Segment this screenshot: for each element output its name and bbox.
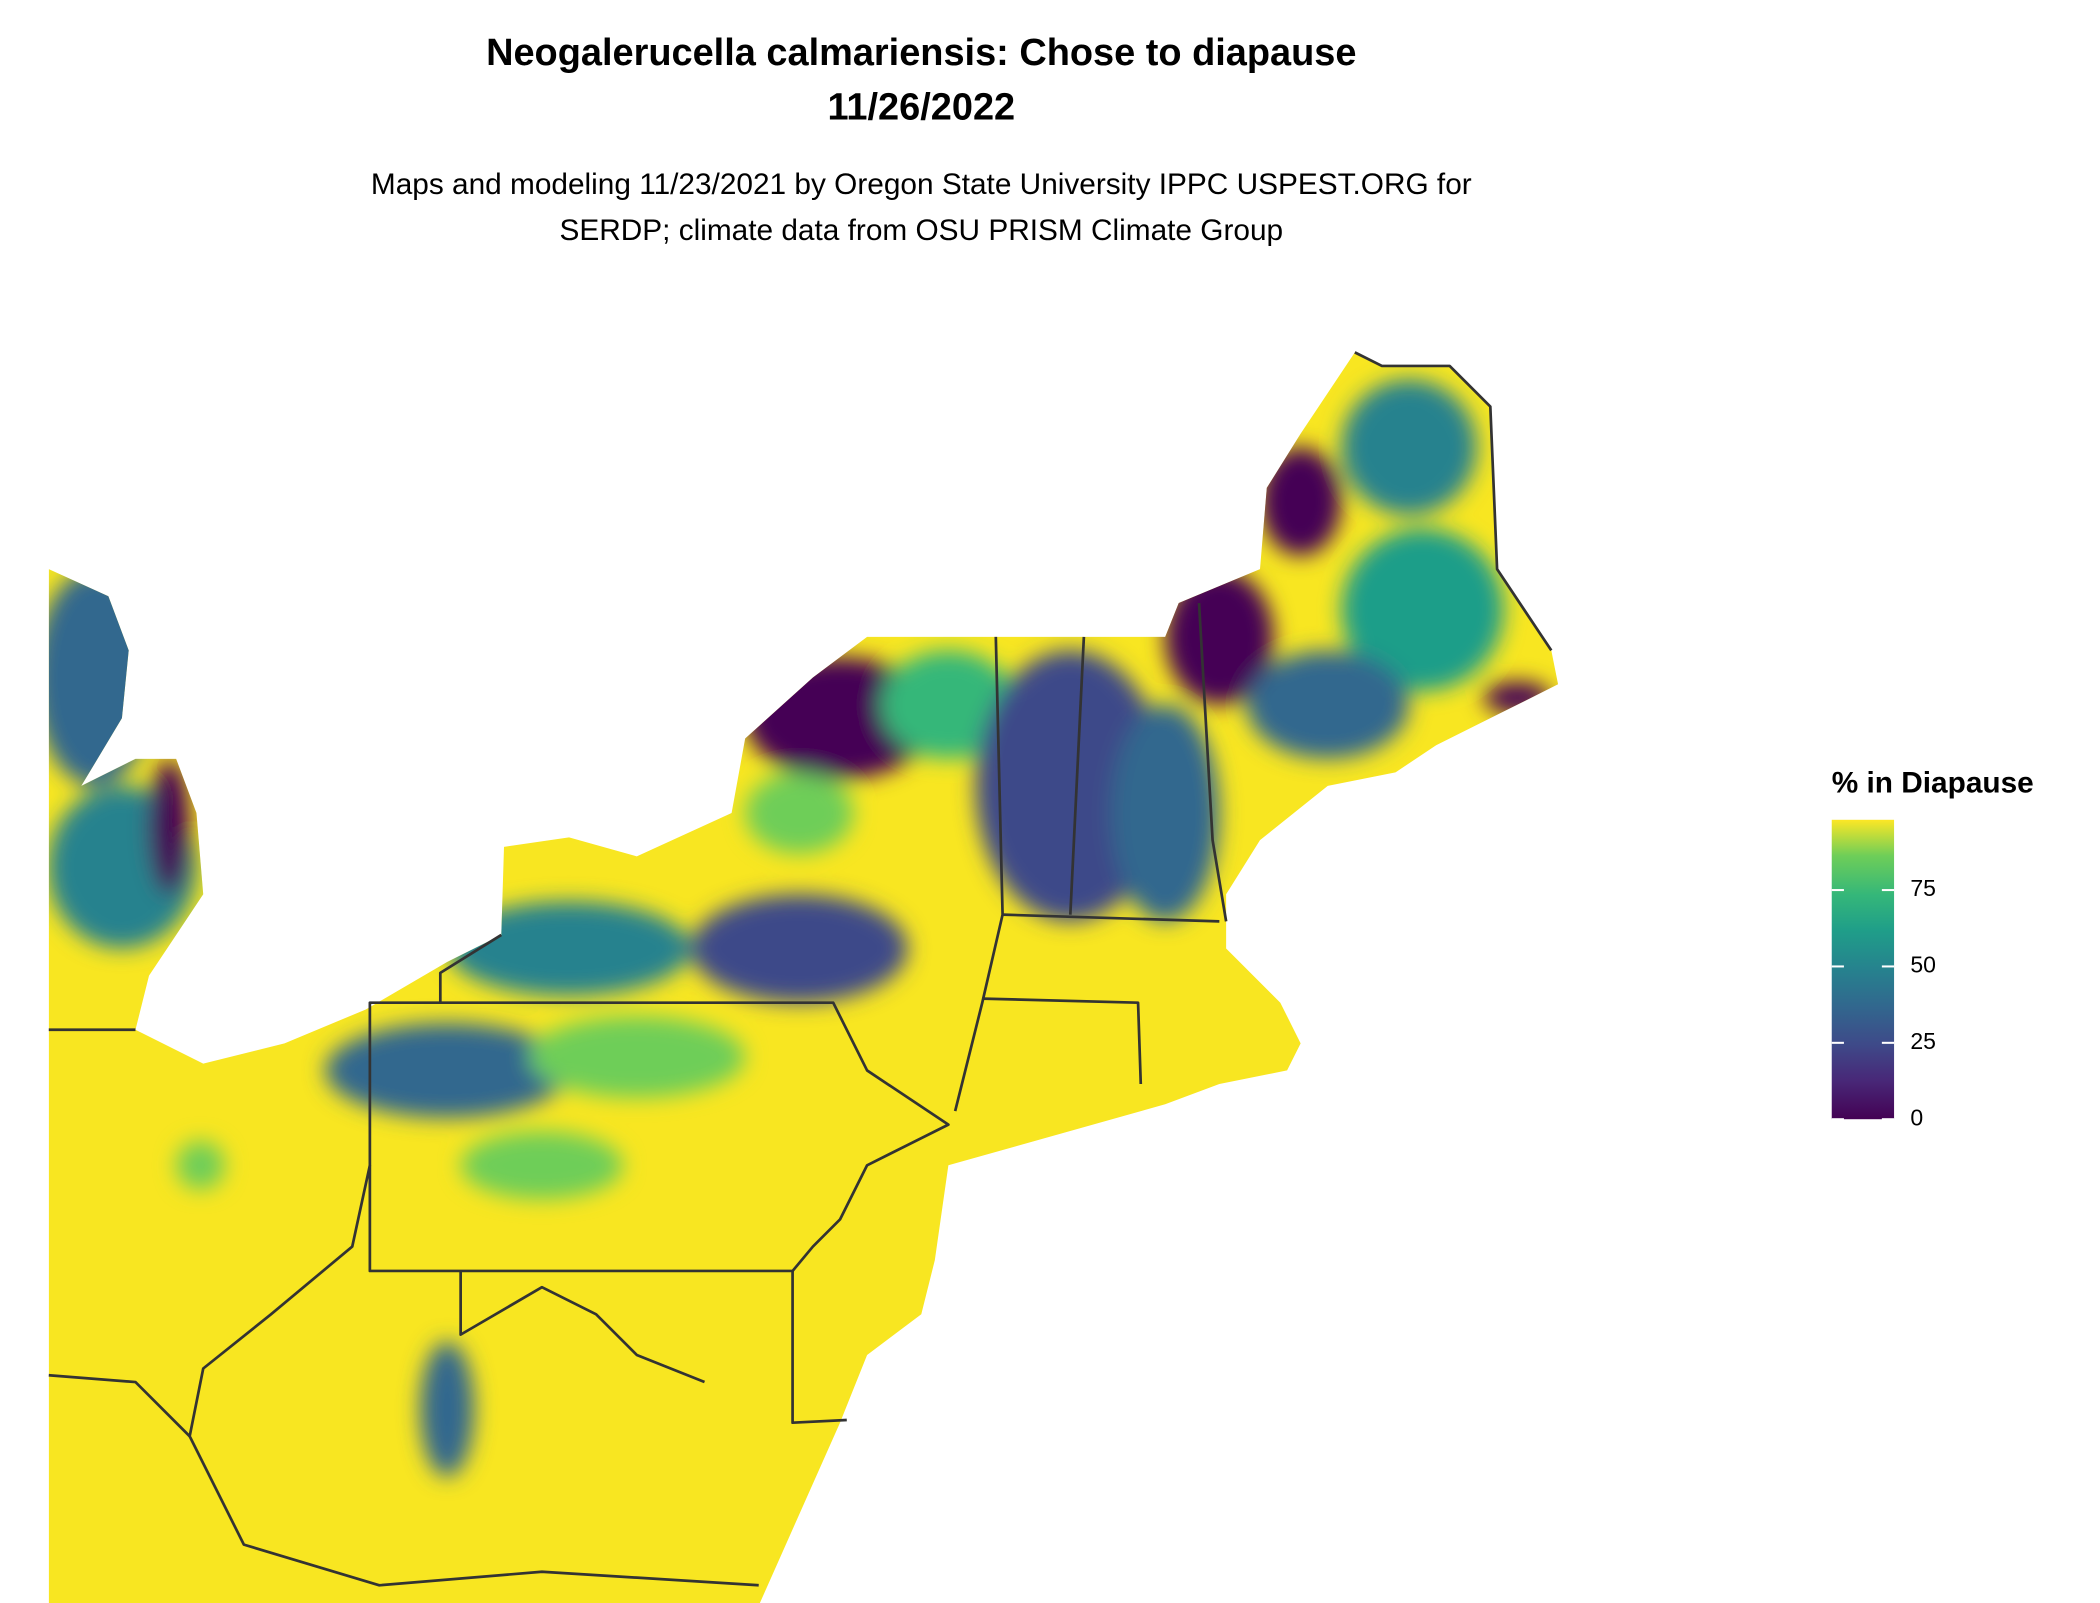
legend-tick-label: 75 (1910, 875, 1936, 901)
legend-tick-label: 50 (1910, 952, 1936, 978)
raster (48, 352, 1559, 1603)
legend: % in Diapause 0 25 50 75 (1831, 767, 2034, 1130)
subtitle-line: SERDP; climate data from OSU PRISM Clima… (559, 214, 1283, 247)
state-borders (48, 351, 1553, 1587)
area (460, 1131, 624, 1200)
area (1483, 681, 1552, 715)
legend-tick-label: 25 (1910, 1028, 1936, 1054)
state-border (953, 636, 1004, 1112)
subtitle-line: Maps and modeling 11/23/2021 by Oregon S… (371, 168, 1472, 201)
state-border (1354, 351, 1553, 652)
area (745, 772, 854, 854)
state-border (438, 933, 503, 1003)
area (420, 1341, 475, 1477)
area (528, 1016, 746, 1098)
area (690, 894, 908, 1003)
area (48, 569, 156, 786)
area (447, 901, 691, 996)
area (1246, 650, 1410, 759)
state-border (1068, 636, 1086, 915)
area (1110, 704, 1220, 922)
colorbar (1831, 819, 1895, 1120)
state-border (1197, 602, 1228, 922)
state-border (368, 1001, 950, 1273)
state-border (791, 1270, 847, 1425)
area (176, 1140, 225, 1190)
diapause-pattern (48, 379, 1552, 1477)
state-border (1002, 913, 1220, 923)
legend-tick-label: 0 (1910, 1104, 1923, 1130)
area (325, 1023, 570, 1118)
area (1341, 528, 1504, 692)
area (1260, 447, 1342, 556)
area (149, 758, 190, 895)
map-title: Neogalerucella calmariensis: Chose to di… (486, 32, 1356, 74)
area (1341, 379, 1477, 515)
legend-title: % in Diapause (1832, 767, 2034, 800)
map-date: 11/26/2022 (827, 86, 1015, 128)
state-border (48, 1373, 191, 1438)
area (880, 650, 1017, 759)
state-border (459, 1270, 706, 1384)
state-border (982, 997, 1143, 1085)
area (1165, 569, 1274, 705)
